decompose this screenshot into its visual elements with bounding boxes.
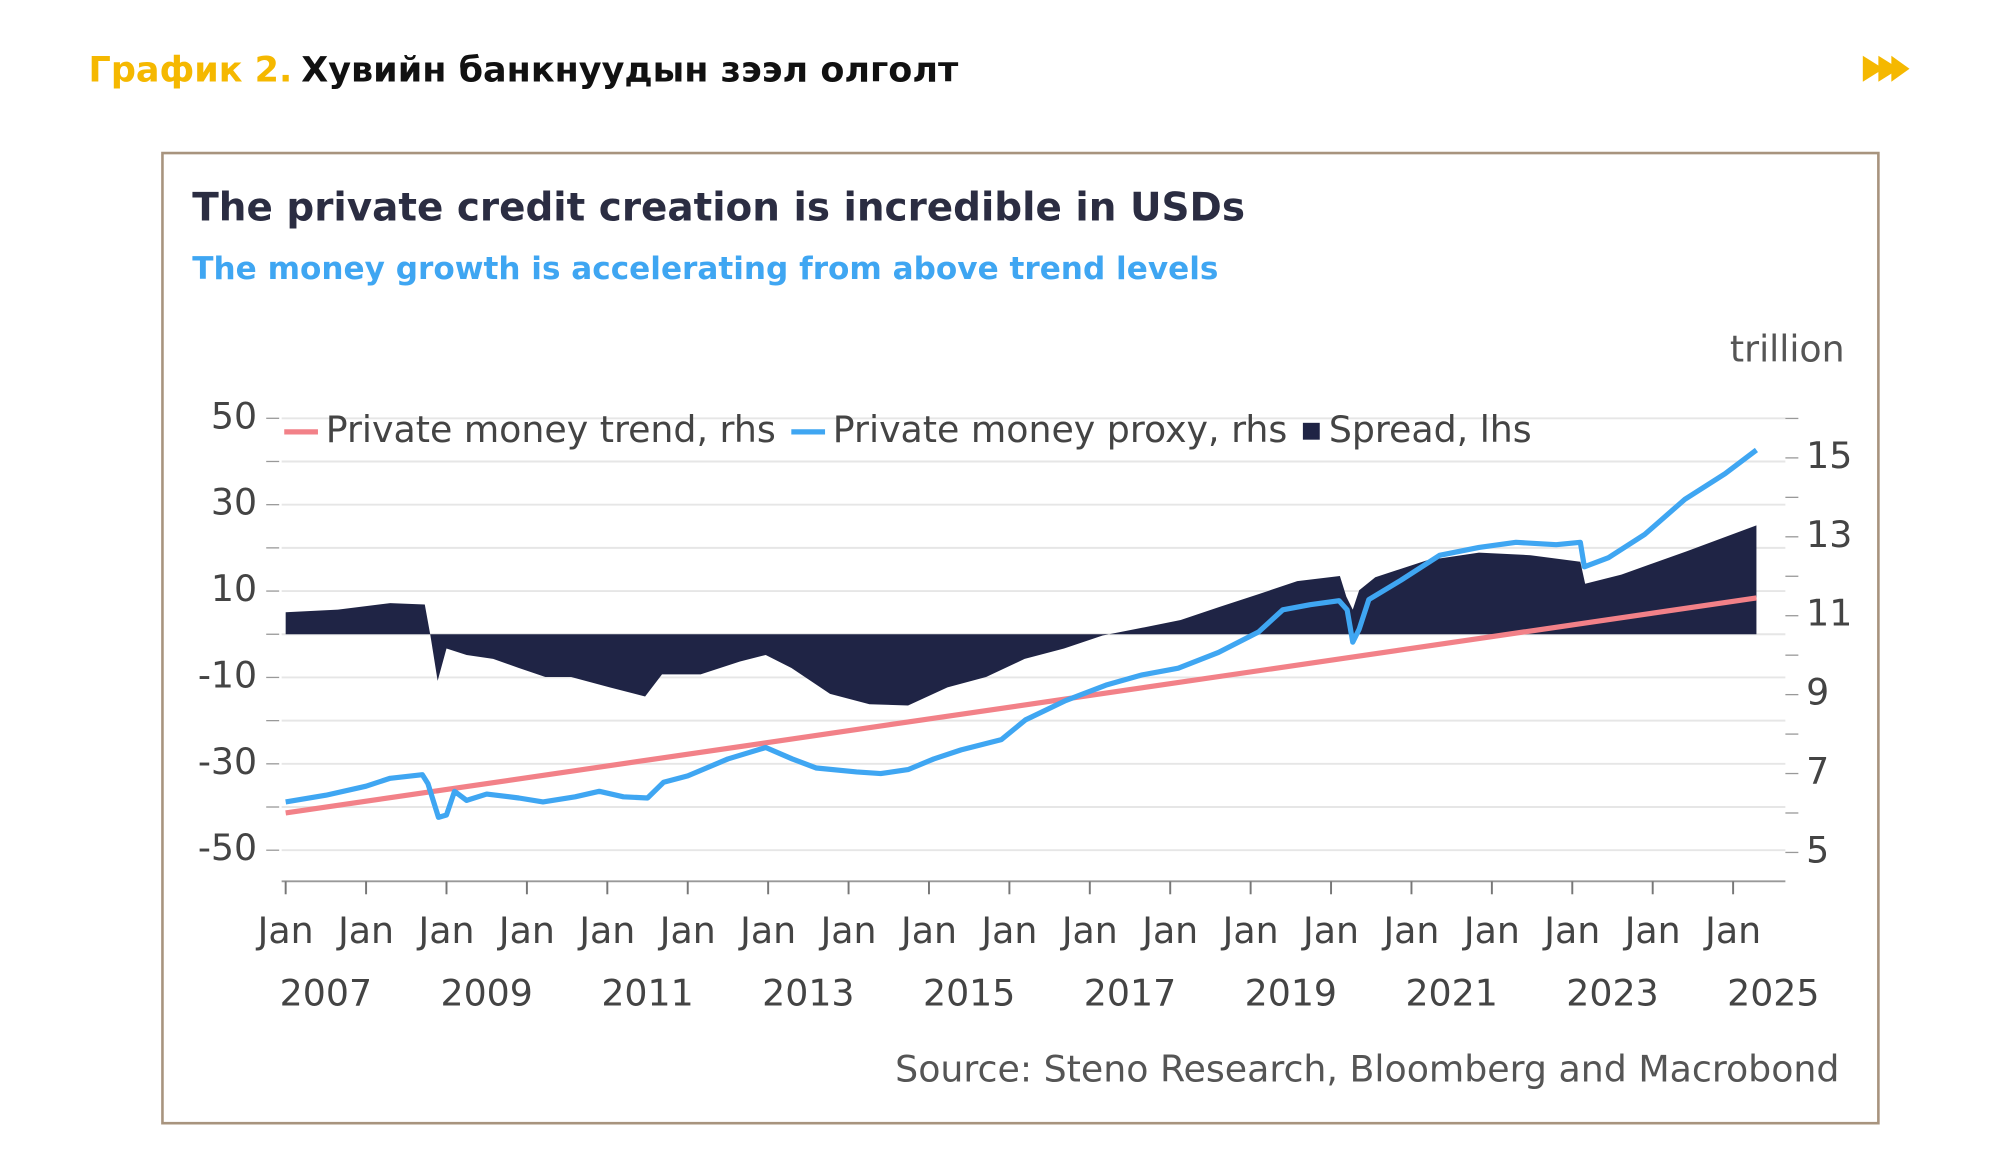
y-tick-label: -10 <box>198 653 257 696</box>
legend-swatch <box>1302 422 1320 440</box>
x-year-label: 2015 <box>923 971 1015 1014</box>
y2-tick-label: 13 <box>1806 513 1852 556</box>
legend: Private money trend, rhs Private money pr… <box>284 408 1532 451</box>
y2-tick-label: 15 <box>1806 434 1852 477</box>
x-tick-label: Jan <box>1301 909 1359 952</box>
x-tick-label: Jan <box>336 909 394 952</box>
line <box>285 595 1757 816</box>
y2-tick-label: 9 <box>1806 671 1829 714</box>
header-title: Хувийн банкнуудын зээл олголт <box>301 50 959 90</box>
legend-label: Private money trend, rhs <box>326 408 776 451</box>
arrow-icon <box>1862 55 1910 82</box>
x-tick-label: Jan <box>979 909 1037 952</box>
x-tick-label: Jan <box>899 909 957 952</box>
y2-tick-label: 5 <box>1806 828 1829 871</box>
x-year-label: 2011 <box>601 971 693 1014</box>
x-tick-label: Jan <box>1140 909 1198 952</box>
x-year-label: 2017 <box>1084 971 1176 1014</box>
x-year-label: 2021 <box>1405 971 1497 1014</box>
y-tick-label: 10 <box>211 567 257 610</box>
x-tick-label: Jan <box>497 909 555 952</box>
x-tick-label: Jan <box>1221 909 1279 952</box>
chart-subtitle: The money growth is accelerating from ab… <box>192 251 1218 287</box>
line <box>285 447 1758 820</box>
y2-tick-label: 7 <box>1806 750 1829 793</box>
y2-tick-label: 11 <box>1806 592 1852 635</box>
header-label: График 2. <box>89 50 293 90</box>
x-tick-label: Jan <box>1703 909 1761 952</box>
x-year-label: 2023 <box>1566 971 1658 1014</box>
x-tick-label: Jan <box>417 909 475 952</box>
x-tick-label: Jan <box>1381 909 1439 952</box>
x-tick-label: Jan <box>819 909 877 952</box>
x-year-label: 2007 <box>280 971 372 1014</box>
y2-unit: trillion <box>1730 327 1845 370</box>
y-tick-label: -50 <box>198 826 257 869</box>
x-tick-label: Jan <box>658 909 716 952</box>
legend-label: Private money proxy, rhs <box>833 408 1288 451</box>
x-tick-label: Jan <box>1542 909 1600 952</box>
source: Source: Steno Research, Bloomberg and Ma… <box>895 1047 1839 1090</box>
legend-label: Spread, lhs <box>1329 408 1532 451</box>
x-tick-label: Jan <box>577 909 635 952</box>
y-tick-label: -30 <box>198 740 257 783</box>
x-tick-label: Jan <box>738 909 796 952</box>
x-tick-label: Jan <box>1623 909 1681 952</box>
x-year-label: 2009 <box>441 971 533 1014</box>
x-year-label: 2013 <box>762 971 854 1014</box>
chart-title: The private credit creation is incredibl… <box>192 186 1245 231</box>
x-tick-label: Jan <box>1060 909 1118 952</box>
x-tick-label: Jan <box>256 909 314 952</box>
x-year-label: 2019 <box>1245 971 1337 1014</box>
y-tick-label: 30 <box>211 481 257 524</box>
x-tick-label: Jan <box>1462 909 1520 952</box>
area <box>285 525 1757 706</box>
y-tick-label: 50 <box>211 394 257 437</box>
x-year-label: 2025 <box>1727 971 1819 1014</box>
